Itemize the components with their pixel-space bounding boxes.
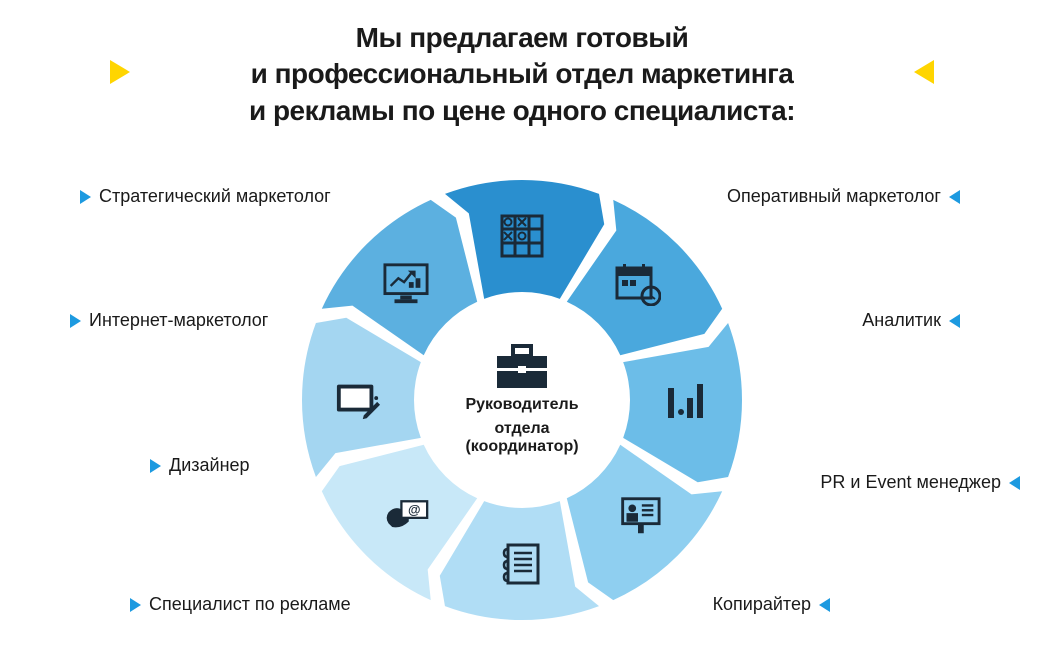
title-triangle-right-icon: [914, 60, 934, 84]
bullet-icon: [150, 459, 161, 473]
segment-label-1: Оперативный маркетолог: [727, 186, 960, 207]
segment-label-text-5: Специалист по рекламе: [149, 594, 351, 615]
bullet-icon: [949, 314, 960, 328]
segment-label-text-7: Интернет-маркетолог: [89, 310, 268, 331]
segment-label-3: PR и Event менеджер: [820, 472, 1020, 493]
segment-label-5: Специалист по рекламе: [130, 594, 351, 615]
tictactoe-icon: [499, 213, 545, 259]
bullet-icon: [819, 598, 830, 612]
center-line-2: отдела: [494, 420, 549, 438]
notepad-icon: [499, 541, 545, 587]
segment-label-4: Копирайтер: [713, 594, 830, 615]
segment-label-7: Интернет-маркетолог: [70, 310, 268, 331]
presenter-icon: [615, 493, 661, 539]
segment-label-6: Дизайнер: [150, 455, 250, 476]
center-line-3: (координатор): [465, 438, 578, 456]
title-line-1: Мы предлагаем готовый: [0, 20, 1044, 56]
segment-label-text-1: Оперативный маркетолог: [727, 186, 941, 207]
bullet-icon: [1009, 476, 1020, 490]
segment-label-text-3: PR и Event менеджер: [820, 472, 1001, 493]
segment-label-text-6: Дизайнер: [169, 455, 250, 476]
calendar-icon: [615, 261, 661, 307]
tablet-pen-icon: [335, 377, 381, 423]
bullet-icon: [80, 190, 91, 204]
segment-label-text-4: Копирайтер: [713, 594, 811, 615]
bullet-icon: [949, 190, 960, 204]
segment-label-0: Стратегический маркетолог: [80, 186, 331, 207]
segment-label-text-0: Стратегический маркетолог: [99, 186, 331, 207]
bars-icon: [663, 377, 709, 423]
segment-label-2: Аналитик: [862, 310, 960, 331]
title-block: Мы предлагаем готовый и профессиональный…: [0, 0, 1044, 129]
bullet-icon: [130, 598, 141, 612]
chart-screen-icon: [383, 261, 429, 307]
title-triangle-left-icon: [110, 60, 130, 84]
title-line-2: и профессиональный отдел маркетинга: [0, 56, 1044, 92]
svg-text:@: @: [408, 502, 421, 517]
title-line-3: и рекламы по цене одного специалиста:: [0, 93, 1044, 129]
segment-label-text-2: Аналитик: [862, 310, 941, 331]
briefcase-icon: [495, 344, 549, 390]
center-circle: Руководитель отдела (координатор): [422, 300, 622, 500]
circular-diagram: Руководитель отдела (координатор) @: [292, 170, 752, 630]
center-line-1: Руководитель: [465, 396, 578, 414]
bullet-icon: [70, 314, 81, 328]
email-hand-icon: @: [383, 493, 429, 539]
